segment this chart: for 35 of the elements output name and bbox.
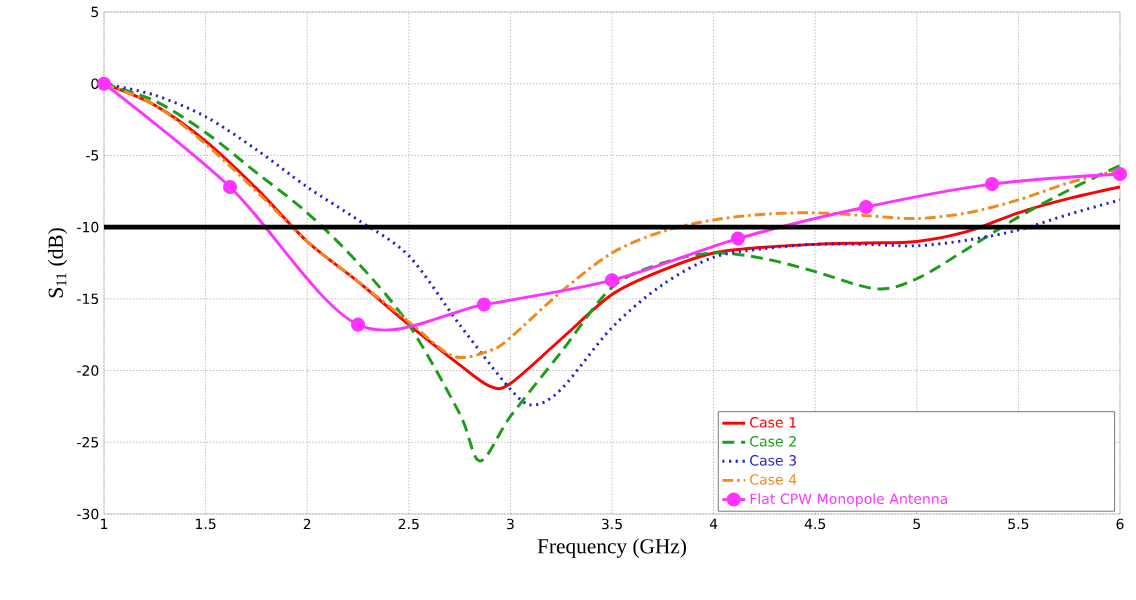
x-tick-label: 3.5 <box>601 518 622 530</box>
legend-label: Case 3 <box>750 455 796 466</box>
point <box>1112 166 1128 182</box>
point <box>350 317 366 332</box>
x-tick-label: 5 <box>913 518 921 530</box>
y-tick-label: -30 <box>77 508 99 520</box>
point <box>222 179 238 195</box>
x-tick-label: 2.5 <box>398 518 419 530</box>
x-axis-title: Frequency (GHz) <box>537 538 686 558</box>
x-tick-label: 6 <box>1116 518 1124 530</box>
x-tick-label: 1 <box>101 518 108 529</box>
legend-label: Flat CPW Monopole Antenna <box>750 493 948 507</box>
x-tick-label: 1.5 <box>196 518 216 530</box>
x-tick-label: 3 <box>507 518 514 530</box>
point <box>476 297 492 312</box>
point <box>604 273 620 288</box>
x-tick-label: 4 <box>709 518 718 529</box>
point <box>984 177 1000 192</box>
y-tick-label: -25 <box>77 436 99 448</box>
point <box>858 199 874 215</box>
y-tick-label: 0 <box>91 78 99 89</box>
y-tick-label: -20 <box>77 365 99 376</box>
x-tick-label: 2 <box>303 518 311 530</box>
y-axis-title: S$_{11}$ (dB) <box>47 228 68 298</box>
y-tick-label: -15 <box>77 293 99 305</box>
y-tick-label: -10 <box>77 221 99 233</box>
y-tick-label: -5 <box>86 150 99 161</box>
legend-label: Case 2 <box>750 436 796 447</box>
x-tick-label: 4.5 <box>804 518 826 530</box>
legend-label: Case 4 <box>750 474 797 485</box>
point <box>730 231 746 246</box>
x-tick-label: 5.5 <box>1008 518 1029 530</box>
legend-label: Case 1 <box>750 417 796 428</box>
y-tick-label: 5 <box>91 6 99 18</box>
point <box>96 76 112 91</box>
